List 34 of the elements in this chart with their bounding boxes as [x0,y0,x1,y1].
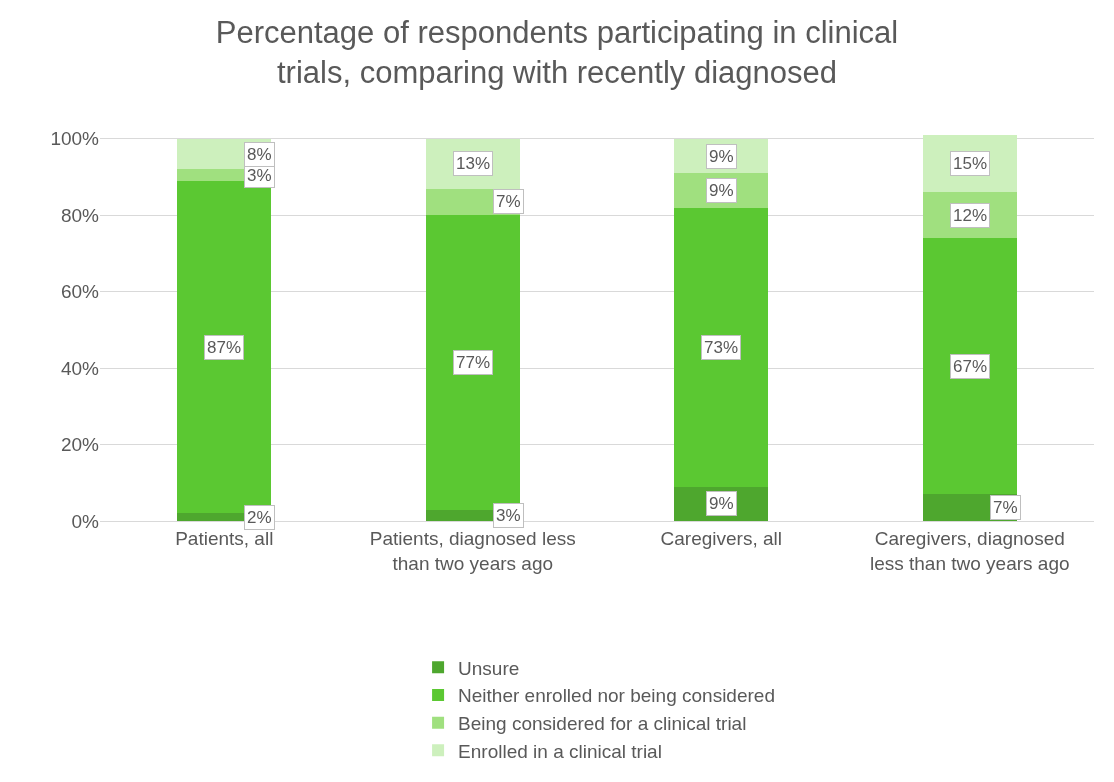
legend-label: Unsure [458,657,520,679]
data-label: 9% [709,181,734,200]
data-label: 3% [496,506,521,525]
y-tick-label: 100% [50,128,100,150]
data-label: 87% [207,338,242,357]
y-tick-label: 40% [60,357,100,379]
data-label: 77% [456,353,491,372]
bar [922,238,1017,495]
data-label: 12% [953,206,988,225]
bar [425,215,520,510]
data-label: 8% [247,145,272,164]
data-label: 2% [247,508,272,527]
x-tick-label: Patients, diagnosed less than two years ago [369,527,576,574]
y-tick-label: 0% [71,510,100,532]
y-tick-label: 60% [60,281,100,303]
data-label: 9% [709,494,734,513]
data-label: 7% [993,498,1018,517]
data-label: 73% [704,338,739,357]
data-label: 67% [953,357,988,376]
x-tick-label: Caregivers, diagnosed less than two years ago [869,527,1070,574]
chart-title: Percentage of respondents participating in clinical trials, comparing with recently diagnosed [215,15,899,91]
bar [674,207,769,487]
data-label: 13% [456,154,491,173]
legend-label: Being considered for a clinical trial [458,713,747,735]
x-tick-label: Caregivers, all [660,527,782,549]
data-label: 7% [496,192,521,211]
y-tick-label: 20% [60,434,100,456]
y-tick-label: 80% [60,204,100,226]
data-label: 15% [953,154,988,173]
x-tick-label: Patients, all [175,527,274,549]
data-label: 3% [247,166,272,185]
data-label: 9% [709,147,734,166]
legend-label: Enrolled in a clinical trial [458,740,662,762]
legend-label: Neither enrolled nor being considered [458,685,775,707]
